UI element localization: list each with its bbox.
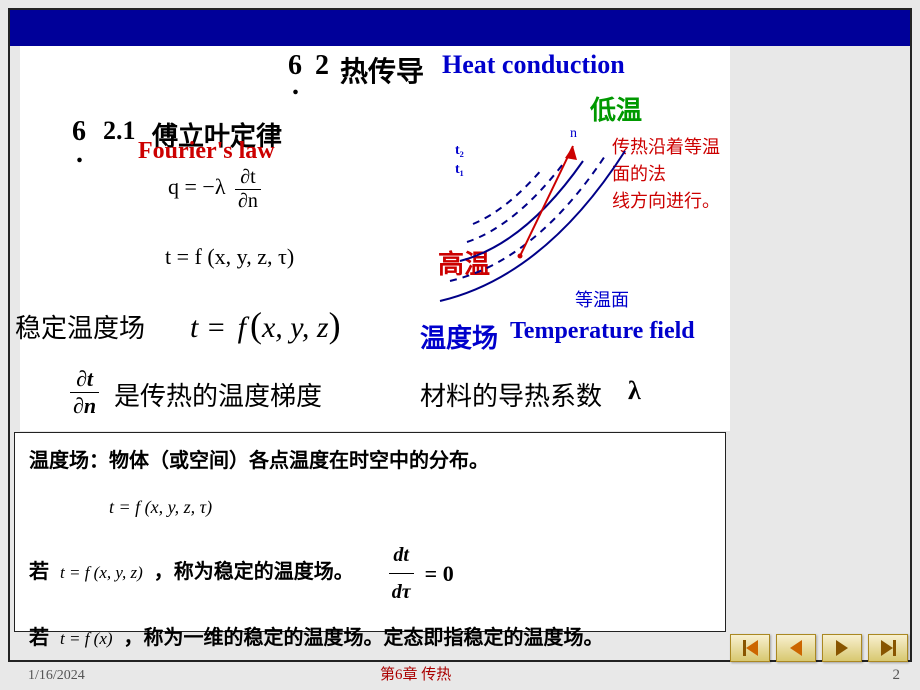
isotherm-label: 等温面 [575,286,629,312]
subsec-21: 2.1 [103,116,136,146]
eq1-left: q = −λ [168,174,225,200]
tempfield-cn: 温度场 [420,318,498,355]
def-frac: dt dτ [389,537,414,610]
eq1-den: ∂n [235,190,261,213]
grad-num: ∂t [70,366,99,393]
nav-next-button[interactable] [822,634,862,662]
t2-label: t₂ [455,143,464,159]
def-l2b: t = f (x, y, z) [54,563,149,582]
footer: 1/16/2024 第6章 传热 2 [10,664,910,686]
subsec-en: Fourier's law [138,138,275,165]
def-eq: t = f (x, y, z, τ) [109,491,711,523]
footer-date: 1/16/2024 [28,668,85,684]
nav-prev-button[interactable] [776,634,816,662]
isotherm-diagram [415,106,675,316]
eq3-args: x, y, z [262,311,329,344]
eq3-lead: t = [190,311,226,344]
grad-den: ∂n [70,393,99,419]
footer-page: 2 [893,667,901,684]
title-en: Heat conduction [442,50,625,80]
def-frac-den: dτ [389,574,414,610]
eq1-num: ∂t [235,166,261,190]
def-l3c: ，称为一维的稳定的温度场。定态即指稳定的温度场。 [124,627,604,649]
content-area: 6 2 . 热传导 Heat conduction 6 2.1 . 傅立叶定律 … [20,46,730,431]
section-dot: . [292,70,299,102]
nav-last-button[interactable] [868,634,908,662]
eq1-frac: ∂t ∂n [235,166,261,213]
t1-label: t₁ [455,162,464,178]
title-strip [10,10,910,46]
nav-first-button[interactable] [730,634,770,662]
def-frac-num: dt [389,537,414,574]
lambda-text: 材料的导热系数 [420,376,602,413]
eq2: t = f (x, y, z, τ) [165,244,294,270]
title-cn: 热传导 [340,50,424,90]
definition-box: 温度场：物体（或空间）各点温度在时空中的分布。 t = f (x, y, z, … [14,432,726,632]
grad-text: 是传热的温度梯度 [114,376,322,413]
def-l2c: ，称为稳定的温度场。 [154,561,354,583]
n-label: n [570,126,577,142]
stable-label: 稳定温度场 [15,308,145,345]
def-l3b: t = f (x) [54,629,119,648]
section-num-2: 2 [315,50,329,82]
footer-chapter: 第6章 传热 [380,663,451,684]
lambda-symbol: λ [628,376,641,406]
nav-buttons [730,634,908,662]
eq3: t = f(x, y, z) [190,304,341,346]
def-line2: 若 t = f (x, y, z) ，称为稳定的温度场。 dt dτ = 0 [29,537,711,610]
grad-frac: ∂t ∂n [70,366,99,419]
tempfield-en: Temperature field [510,318,695,345]
def-l2a: 若 [29,561,49,583]
eq3-f: f [234,311,250,344]
def-line1: 温度场：物体（或空间）各点温度在时空中的分布。 [29,443,711,479]
subsec-dot: . [76,138,83,170]
def-eq0: = 0 [419,561,454,586]
def-l3a: 若 [29,627,49,649]
def-line3: 若 t = f (x) ，称为一维的稳定的温度场。定态即指稳定的温度场。 [29,620,711,656]
